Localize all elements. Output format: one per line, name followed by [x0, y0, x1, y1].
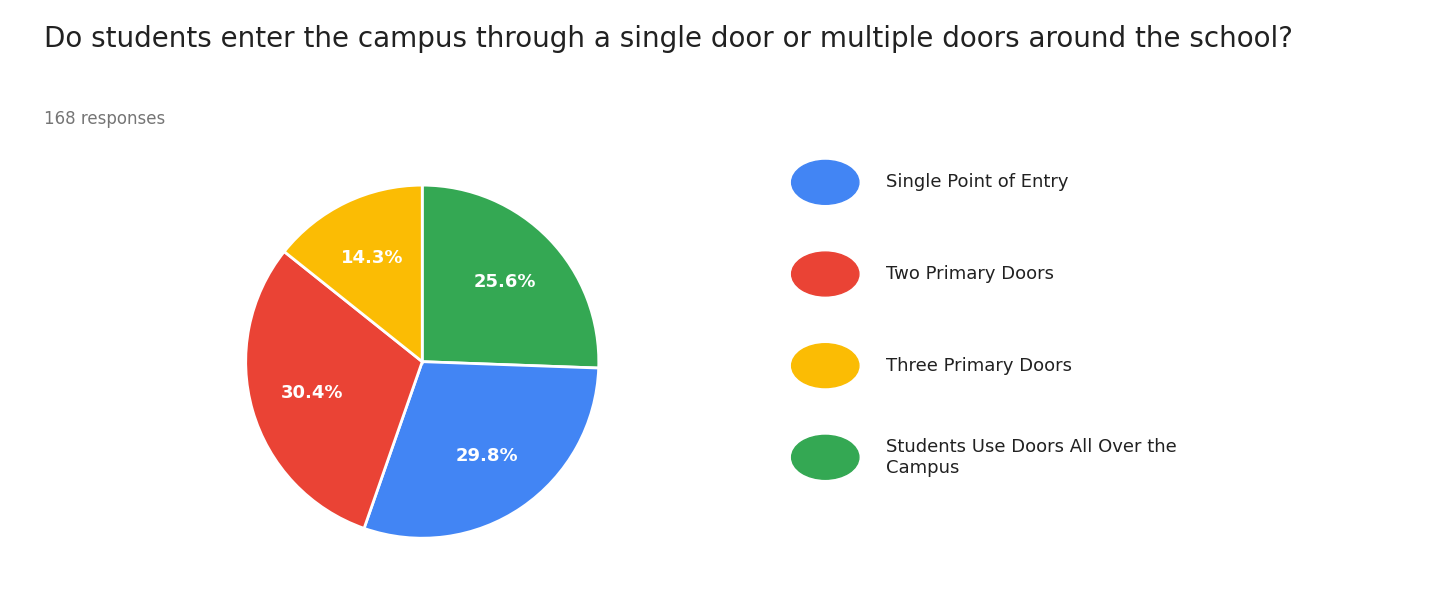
Circle shape: [792, 344, 859, 387]
Text: 30.4%: 30.4%: [281, 384, 344, 403]
Wedge shape: [284, 185, 422, 362]
Text: 168 responses: 168 responses: [44, 110, 165, 128]
Text: Do students enter the campus through a single door or multiple doors around the : Do students enter the campus through a s…: [44, 25, 1293, 53]
Circle shape: [792, 252, 859, 296]
Text: Two Primary Doors: Two Primary Doors: [887, 265, 1054, 283]
Text: Students Use Doors All Over the
Campus: Students Use Doors All Over the Campus: [887, 438, 1176, 477]
Text: 25.6%: 25.6%: [473, 273, 536, 291]
Text: Three Primary Doors: Three Primary Doors: [887, 357, 1073, 375]
Circle shape: [792, 161, 859, 204]
Text: Single Point of Entry: Single Point of Entry: [887, 173, 1069, 191]
Circle shape: [792, 435, 859, 479]
Text: 29.8%: 29.8%: [456, 447, 518, 465]
Text: 14.3%: 14.3%: [341, 249, 403, 267]
Wedge shape: [246, 251, 422, 528]
Wedge shape: [364, 362, 598, 538]
Wedge shape: [422, 185, 598, 368]
